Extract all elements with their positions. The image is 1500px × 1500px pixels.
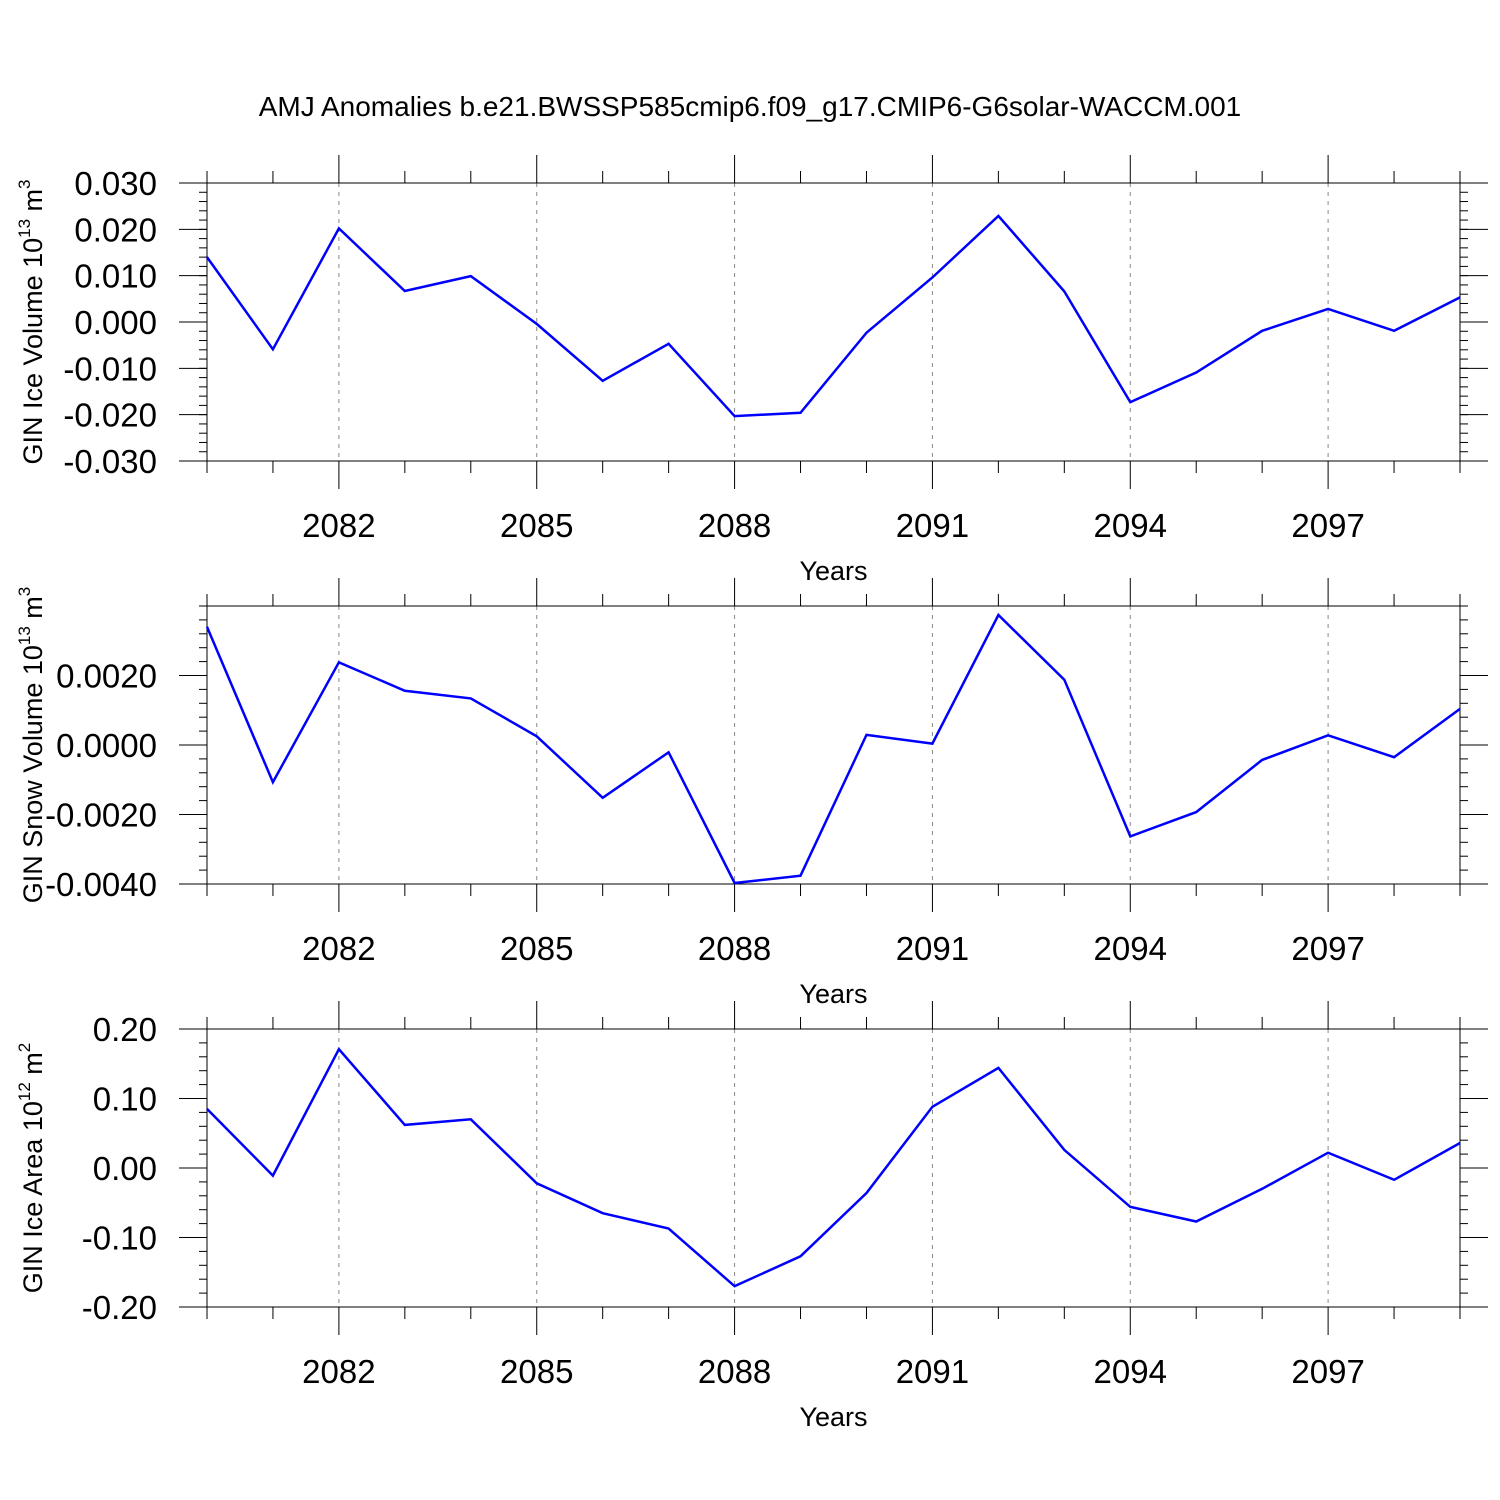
x-axis-label: Years [799, 1402, 867, 1432]
y-axis-label-exponent: 12 [15, 1082, 34, 1101]
x-tick-label: 2085 [500, 507, 573, 544]
y-axis-label: GIN Snow Volume 1013 m3 [15, 587, 48, 904]
y-axis-label-main: GIN Snow Volume 10 [18, 645, 48, 903]
y-tick-label: -0.020 [63, 397, 157, 434]
chart-panel-2: -0.0040 -0.0020 0.0000 0.0020 2082 2085 2088 20… [15, 578, 1488, 1009]
x-tick-label: 2094 [1094, 507, 1167, 544]
y-axis-label-unit: m [18, 596, 48, 626]
x-tick-label: 2094 [1094, 930, 1167, 967]
y-tick-label: 0.00 [93, 1150, 157, 1187]
y-tick-label: 0.0000 [56, 727, 157, 764]
x-tick-label: 2088 [698, 1353, 771, 1390]
x-tick-label: 2091 [896, 1353, 969, 1390]
x-tick-label: 2085 [500, 1353, 573, 1390]
y-axis-label-main: GIN Ice Area 10 [18, 1101, 48, 1293]
y-axis-label: GIN Ice Area 1012 m2 [15, 1043, 48, 1294]
figure-title: AMJ Anomalies b.e21.BWSSP585cmip6.f09_g1… [258, 91, 1242, 122]
y-tick-label: 0.000 [74, 304, 157, 341]
y-tick-label: -0.0040 [45, 866, 157, 903]
x-tick-label: 2097 [1291, 930, 1364, 967]
y-tick-label: -0.0020 [45, 797, 157, 834]
y-tick-label: 0.20 [93, 1011, 157, 1048]
y-tick-label: 0.020 [74, 211, 157, 248]
y-tick-label: 0.0020 [56, 658, 157, 695]
y-tick-label: 0.030 [74, 165, 157, 202]
y-tick-label: -0.010 [63, 350, 157, 387]
y-axis-label-unit-exponent: 3 [15, 179, 34, 188]
plot-frame [206, 605, 1461, 885]
x-tick-label: 2091 [896, 930, 969, 967]
x-tick-label: 2097 [1291, 507, 1364, 544]
series-line [205, 612, 1461, 885]
x-tick-label: 2088 [698, 930, 771, 967]
y-axis-label: GIN Ice Volume 1013 m3 [15, 179, 48, 464]
series-line [206, 1046, 1461, 1288]
y-axis-label-main: GIN Ice Volume 10 [18, 238, 48, 465]
y-tick-label: 0.010 [74, 258, 157, 295]
y-axis-label-unit: m [18, 1052, 48, 1082]
x-tick-label: 2082 [302, 930, 375, 967]
plot-frame [206, 1028, 1461, 1308]
y-tick-label: -0.030 [63, 443, 157, 480]
y-tick-label: 0.10 [93, 1081, 157, 1118]
series-line [205, 214, 1461, 418]
y-axis-label-unit: m [18, 189, 48, 219]
y-tick-label: -0.20 [82, 1289, 157, 1326]
plot-frame [206, 182, 1461, 462]
y-axis-label-exponent: 13 [15, 219, 34, 238]
chart-panel-1: -0.030 -0.020 -0.010 0.000 0.010 0.020 0.030 20… [15, 155, 1488, 586]
x-tick-label: 2085 [500, 930, 573, 967]
y-axis-label-unit-exponent: 2 [15, 1043, 34, 1052]
x-tick-label: 2091 [896, 507, 969, 544]
x-axis-label: Years [799, 556, 867, 586]
x-tick-label: 2097 [1291, 1353, 1364, 1390]
x-tick-label: 2088 [698, 507, 771, 544]
y-axis-label-exponent: 13 [15, 626, 34, 645]
x-tick-label: 2082 [302, 507, 375, 544]
x-axis-label: Years [799, 979, 867, 1009]
chart-panel-3: -0.20 -0.10 0.00 0.10 0.20 2082 2085 2088 2091 20… [15, 1001, 1488, 1432]
y-tick-label: -0.10 [82, 1220, 157, 1257]
x-tick-label: 2082 [302, 1353, 375, 1390]
y-axis-label-unit-exponent: 3 [15, 587, 34, 596]
x-tick-label: 2094 [1094, 1353, 1167, 1390]
